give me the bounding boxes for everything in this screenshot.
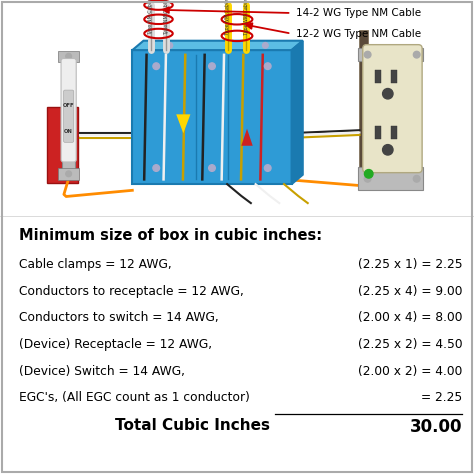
FancyBboxPatch shape bbox=[359, 30, 368, 185]
Text: Type NM Cable: Type NM Cable bbox=[148, 0, 153, 35]
FancyBboxPatch shape bbox=[64, 90, 73, 142]
Text: 12-2 WG Type NM Cable: 12-2 WG Type NM Cable bbox=[296, 28, 421, 38]
Circle shape bbox=[209, 165, 215, 172]
Polygon shape bbox=[241, 128, 253, 146]
FancyBboxPatch shape bbox=[58, 51, 79, 62]
FancyBboxPatch shape bbox=[62, 56, 75, 174]
Circle shape bbox=[365, 51, 371, 58]
Circle shape bbox=[153, 63, 160, 70]
Text: (2.25 x 4) = 9.00: (2.25 x 4) = 9.00 bbox=[358, 285, 462, 298]
Text: Conductors to switch = 14 AWG,: Conductors to switch = 14 AWG, bbox=[19, 311, 219, 324]
Text: (2.25 x 1) = 2.25: (2.25 x 1) = 2.25 bbox=[357, 258, 462, 271]
Text: Cable clamps = 12 AWG,: Cable clamps = 12 AWG, bbox=[19, 258, 172, 271]
Polygon shape bbox=[176, 114, 191, 133]
Polygon shape bbox=[292, 41, 303, 184]
Text: 14-2 WG Type NM Cable: 14-2 WG Type NM Cable bbox=[296, 8, 421, 18]
Text: Type NM Cable: Type NM Cable bbox=[164, 0, 169, 35]
FancyBboxPatch shape bbox=[58, 168, 79, 180]
Text: (2.00 x 2) = 4.00: (2.00 x 2) = 4.00 bbox=[358, 365, 462, 377]
FancyBboxPatch shape bbox=[358, 167, 423, 190]
Circle shape bbox=[209, 63, 215, 70]
Circle shape bbox=[66, 171, 72, 177]
Text: OFF: OFF bbox=[63, 103, 74, 108]
FancyBboxPatch shape bbox=[47, 107, 78, 183]
Circle shape bbox=[153, 165, 160, 172]
Text: (2.25 x 2) = 4.50: (2.25 x 2) = 4.50 bbox=[357, 338, 462, 351]
Text: (Device) Receptacle = 12 AWG,: (Device) Receptacle = 12 AWG, bbox=[19, 338, 212, 351]
Circle shape bbox=[263, 43, 268, 48]
Circle shape bbox=[167, 43, 173, 48]
Circle shape bbox=[66, 54, 72, 59]
FancyBboxPatch shape bbox=[358, 48, 423, 61]
Circle shape bbox=[413, 175, 420, 182]
Polygon shape bbox=[132, 41, 303, 50]
Circle shape bbox=[365, 175, 371, 182]
Circle shape bbox=[413, 51, 420, 58]
Text: = 2.25: = 2.25 bbox=[421, 391, 462, 404]
FancyBboxPatch shape bbox=[391, 70, 397, 83]
Text: Total Cubic Inches: Total Cubic Inches bbox=[115, 418, 270, 433]
Text: Type NM Cable: Type NM Cable bbox=[244, 0, 248, 35]
Text: (2.00 x 4) = 8.00: (2.00 x 4) = 8.00 bbox=[358, 311, 462, 324]
Text: ON: ON bbox=[64, 128, 73, 134]
Text: Minimum size of box in cubic inches:: Minimum size of box in cubic inches: bbox=[19, 228, 322, 243]
Text: (Device) Switch = 14 AWG,: (Device) Switch = 14 AWG, bbox=[19, 365, 185, 377]
Text: Type NM Cable: Type NM Cable bbox=[226, 0, 230, 35]
Text: Conductors to receptacle = 12 AWG,: Conductors to receptacle = 12 AWG, bbox=[19, 285, 244, 298]
FancyBboxPatch shape bbox=[375, 70, 381, 83]
Circle shape bbox=[264, 63, 271, 70]
Circle shape bbox=[365, 170, 373, 178]
FancyBboxPatch shape bbox=[363, 45, 422, 173]
Text: EGC's, (All EGC count as 1 conductor): EGC's, (All EGC count as 1 conductor) bbox=[19, 391, 250, 404]
FancyBboxPatch shape bbox=[375, 126, 381, 139]
Circle shape bbox=[383, 145, 393, 155]
Circle shape bbox=[264, 165, 271, 172]
FancyBboxPatch shape bbox=[61, 58, 76, 162]
FancyBboxPatch shape bbox=[391, 126, 397, 139]
Text: 30.00: 30.00 bbox=[410, 418, 462, 436]
Polygon shape bbox=[132, 50, 292, 184]
Circle shape bbox=[383, 89, 393, 99]
